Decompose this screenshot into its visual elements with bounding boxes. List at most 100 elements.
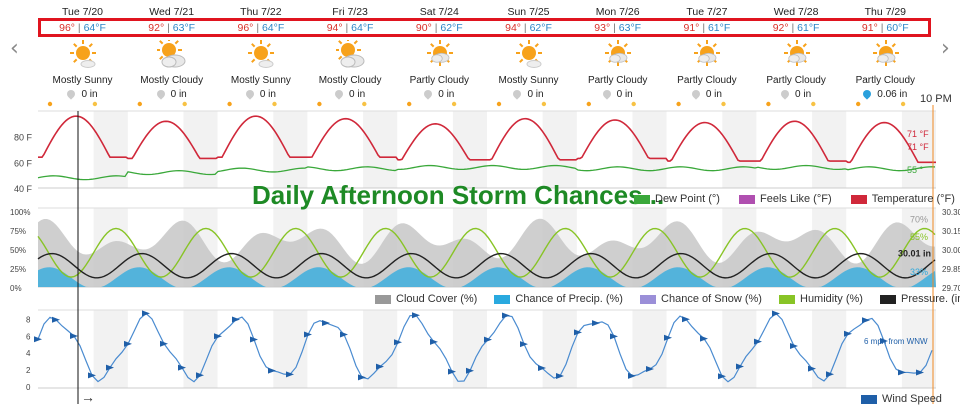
prev-days-button[interactable]: ‹ [10, 36, 19, 61]
temp-y-tick: 80 F [14, 133, 33, 143]
precip-value: 0.06 in [877, 89, 908, 100]
sun-marker [227, 101, 232, 107]
temp-separator: | [434, 22, 438, 34]
legend-humidity[interactable]: Humidity (%) [779, 293, 863, 305]
wind-barb-icon [916, 369, 924, 376]
day-column[interactable]: Fri 7/23 94° | 64°F Mostly Cloudy 0 in [306, 0, 395, 108]
low-temp: 64°F [83, 22, 106, 34]
day-column[interactable]: Mon 7/26 93° | 63°F Partly Cloudy 0 in [573, 0, 662, 108]
precip-amount: 0 in [573, 88, 662, 101]
sun-marker [362, 101, 367, 107]
wind-barb-icon [718, 373, 726, 380]
next-days-button[interactable]: › [941, 36, 950, 61]
wind-swatch [861, 394, 877, 404]
precip-value: 0 in [81, 89, 98, 100]
wind-barb-icon [448, 368, 456, 375]
sun-marker [272, 101, 277, 107]
cloud-humidity-pressure-chart: 100% 75% 50% 25% 0% 30.30 30.15 30.00 29.85 29.70… [10, 208, 960, 293]
legend-precip[interactable]: Chance of Precip. (%) [494, 293, 623, 305]
wind-barb-icon [574, 329, 582, 336]
night-band [452, 310, 487, 388]
sun-marker [676, 101, 681, 107]
wind-speed-chart: 8 6 4 2 0 6 mph from WNW [26, 310, 933, 392]
legend-cloud-cover[interactable]: Cloud Cover (%) [375, 293, 477, 305]
precip-value: 0 in [438, 89, 455, 100]
wind-barb-icon [70, 333, 78, 340]
low-temp: 60°F [886, 22, 909, 34]
high-temp: 91° [861, 22, 878, 34]
precip-swatch [494, 294, 511, 304]
precip-amount: 0 in [752, 88, 841, 101]
low-temp: 62°F [440, 22, 463, 34]
day-name: Sat 7/24 [419, 6, 459, 18]
day-name: Mon 7/26 [595, 6, 640, 18]
day-column[interactable]: Sat 7/24 90° | 62°F Partly Cloudy 0 in [395, 0, 484, 108]
feels-like-end-label: 71 °F [907, 142, 929, 152]
day-name: Fri 7/23 [332, 6, 368, 18]
day-column[interactable]: Thu 7/22 96° | 64°F Mostly Sunny 0 in [216, 0, 305, 108]
mid-y-tick-left: 100% [10, 208, 30, 217]
day-temps: 94° | 62°F [484, 22, 573, 34]
condition-text: Mostly Sunny [52, 75, 113, 86]
legend-snow[interactable]: Chance of Snow (%) [640, 293, 762, 305]
wind-barb-icon [142, 310, 150, 317]
precip-value: 0 in [170, 89, 187, 100]
legend-dew-point[interactable]: Dew Point (°) [634, 193, 720, 205]
day-temps: 96° | 64°F [38, 22, 127, 34]
mid-y-tick-right: 29.85 [942, 265, 960, 274]
sun-marker [811, 101, 816, 107]
wind-barb-icon [340, 331, 348, 338]
night-band [183, 111, 218, 188]
wind-barb-icon [34, 336, 42, 343]
day-column[interactable]: Wed 7/21 92° | 63°F Mostly Cloudy 0 in [127, 0, 216, 108]
mostly-cloudy-icon [335, 40, 365, 68]
sun-marker [407, 101, 412, 107]
wind-barb-icon [862, 317, 870, 324]
legend-temperature[interactable]: Temperature (°F) [850, 193, 955, 205]
partly-cloudy-icon [605, 40, 632, 66]
day-column[interactable]: Wed 7/28 92° | 61°F Partly Cloudy 0 in [752, 0, 841, 108]
sun-marker [900, 101, 906, 107]
sun-marker [317, 101, 322, 107]
condition-text: Partly Cloudy [766, 75, 826, 86]
wind-barb-icon [484, 336, 492, 343]
low-temp: 63°F [172, 22, 196, 34]
wind-barb-icon [826, 371, 834, 378]
wind-barb-icon [196, 372, 204, 379]
precip-amount: 0 in [216, 88, 305, 101]
condition-text: Partly Cloudy [855, 75, 916, 86]
condition-text: Partly Cloudy [587, 75, 648, 86]
wind-barb-icon [466, 367, 474, 374]
precip-amount: 0 in [38, 88, 127, 101]
wind-barb-icon [250, 336, 258, 343]
day-column[interactable]: Tue 7/20 96° | 64°F Mostly Sunny 0 in [38, 0, 127, 108]
day-column[interactable]: Tue 7/27 91° | 61°F Partly Cloudy 0 in [662, 0, 751, 108]
legend-feels-like[interactable]: Feels Like (°F) [738, 193, 832, 205]
temp-separator: | [523, 22, 527, 34]
precip-value: 0 in [795, 89, 812, 100]
wind-legend[interactable]: Wind Speed [861, 393, 942, 405]
forecast-strip: Tue 7/20 96° | 64°F Mostly Sunny 0 in Wed 7/… [38, 0, 930, 108]
night-band [452, 111, 487, 188]
day-column[interactable]: Sun 7/25 94° | 62°F Mostly Sunny 0 in [484, 0, 573, 108]
legend-pressure[interactable]: Pressure. (in) [880, 293, 960, 305]
wind-barb-icon [628, 372, 636, 379]
mostly-cloudy-icon [157, 40, 186, 68]
wind-barb-icon [376, 363, 384, 370]
temp-separator: | [791, 22, 795, 34]
day-column[interactable]: Thu 7/29 91° | 60°F Partly Cloudy 0.06 in [841, 0, 930, 108]
cloud-end-label: 70% [910, 214, 928, 224]
night-band [632, 310, 667, 388]
high-temp: 91° [683, 22, 700, 34]
wind-y-tick: 4 [26, 349, 31, 358]
high-temp: 94° [326, 22, 343, 34]
wind-barb-icon [880, 338, 888, 345]
mid-y-tick-right: 30.30 [942, 208, 960, 217]
wind-y-tick: 2 [26, 366, 31, 375]
temperature-chart: 80 F 60 F 40 F 71 °F 71 °F 55 ° [14, 115, 936, 194]
partly-cloudy-icon [426, 40, 453, 66]
sun-marker [47, 101, 53, 107]
mid-y-tick-left: 50% [10, 246, 26, 255]
feels-like-swatch [738, 194, 755, 204]
pressure-end-label: 30.01 in [898, 249, 931, 259]
